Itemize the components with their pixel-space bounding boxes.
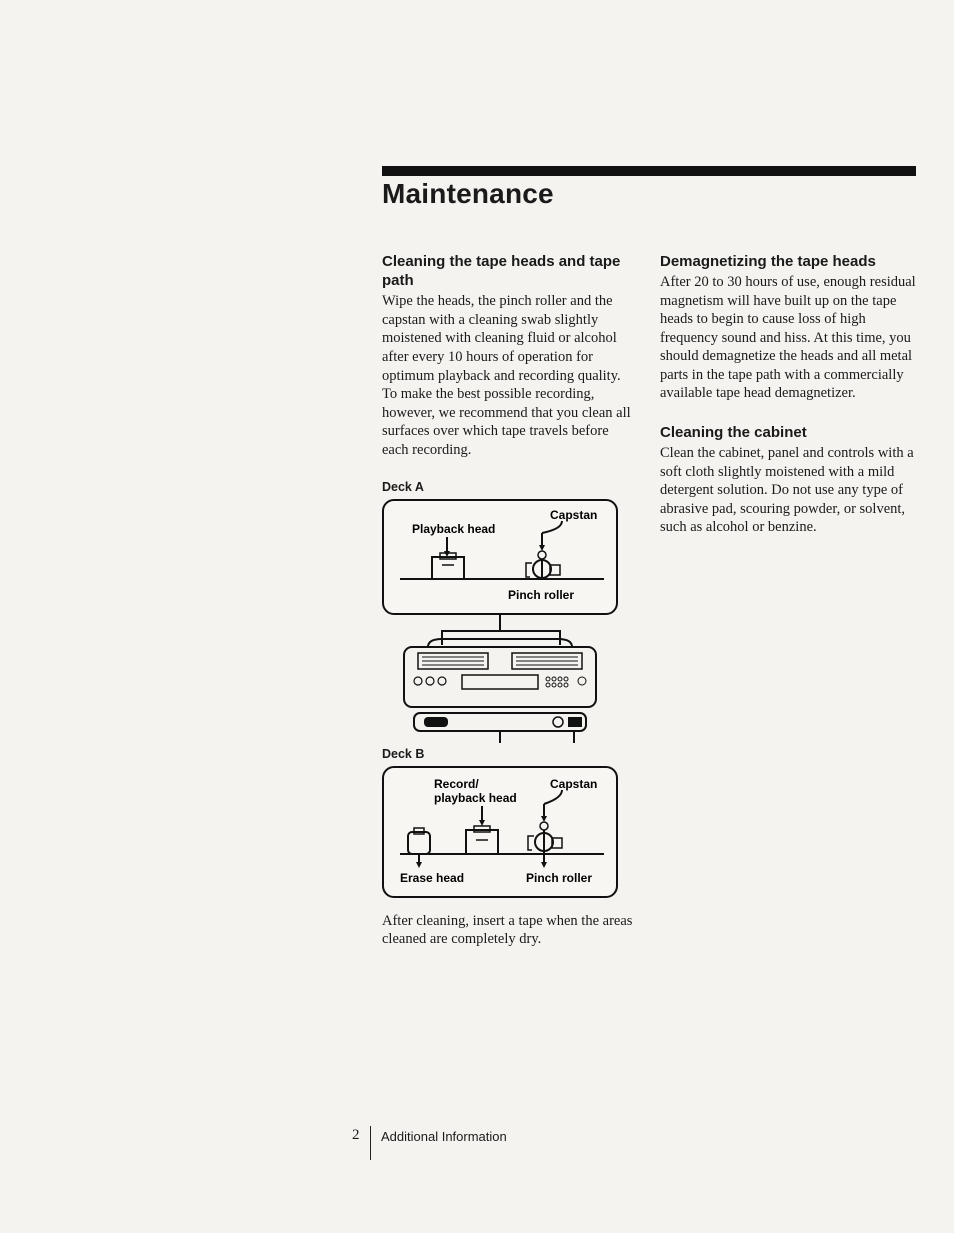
deck-b-record-label-1: Record/ [434, 777, 479, 791]
section-cleaning-cabinet: Cleaning the cabinet Clean the cabinet, … [660, 423, 916, 537]
body-demagnetizing: After 20 to 30 hours of use, enough resi… [660, 273, 916, 403]
right-column: Demagnetizing the tape heads After 20 to… [660, 252, 916, 961]
heading-cleaning-heads: Cleaning the tape heads and tape path [382, 252, 634, 290]
deck-a-diagram: Capstan Playback head [382, 499, 618, 615]
left-column: Cleaning the tape heads and tape path Wi… [382, 252, 634, 961]
page: Maintenance Cleaning the tape heads and … [0, 0, 954, 1233]
deck-b-box: Record/ playback head Capstan [382, 766, 618, 898]
deck-b-capstan-label: Capstan [550, 777, 597, 791]
deck-a-box: Capstan Playback head [382, 499, 618, 615]
section-cleaning-heads: Cleaning the tape heads and tape path Wi… [382, 252, 634, 459]
section-rule [382, 166, 916, 176]
footer: 2 Additional Information [352, 1126, 507, 1160]
content-columns: Cleaning the tape heads and tape path Wi… [382, 252, 916, 961]
page-number: 2 [352, 1126, 360, 1144]
body-cleaning-cabinet: Clean the cabinet, panel and controls wi… [660, 444, 916, 537]
deck-a-svg: Capstan Playback head [392, 507, 612, 603]
device-diagram [382, 613, 618, 749]
deck-b-label: Deck B [382, 746, 634, 762]
footer-section-name: Additional Information [381, 1126, 507, 1144]
section-demagnetizing: Demagnetizing the tape heads After 20 to… [660, 252, 916, 403]
after-cleaning-note: After cleaning, insert a tape when the a… [382, 912, 634, 949]
deck-b-diagram: Record/ playback head Capstan [382, 766, 618, 898]
footer-separator [370, 1126, 372, 1160]
device-svg [382, 613, 618, 743]
deck-a-capstan-label: Capstan [550, 508, 597, 522]
deck-a-playback-label: Playback head [412, 522, 495, 536]
body-cleaning-heads: Wipe the heads, the pinch roller and the… [382, 292, 634, 459]
deck-a-label: Deck A [382, 479, 634, 495]
deck-b-pinch-label: Pinch roller [526, 871, 592, 885]
deck-b-svg: Record/ playback head Capstan [392, 774, 612, 886]
deck-b-erase-label: Erase head [400, 871, 464, 885]
deck-b-record-label-2: playback head [434, 791, 517, 805]
deck-a-pinch-label: Pinch roller [508, 588, 574, 602]
page-title: Maintenance [382, 178, 554, 210]
heading-cleaning-cabinet: Cleaning the cabinet [660, 423, 916, 442]
heading-demagnetizing: Demagnetizing the tape heads [660, 252, 916, 271]
